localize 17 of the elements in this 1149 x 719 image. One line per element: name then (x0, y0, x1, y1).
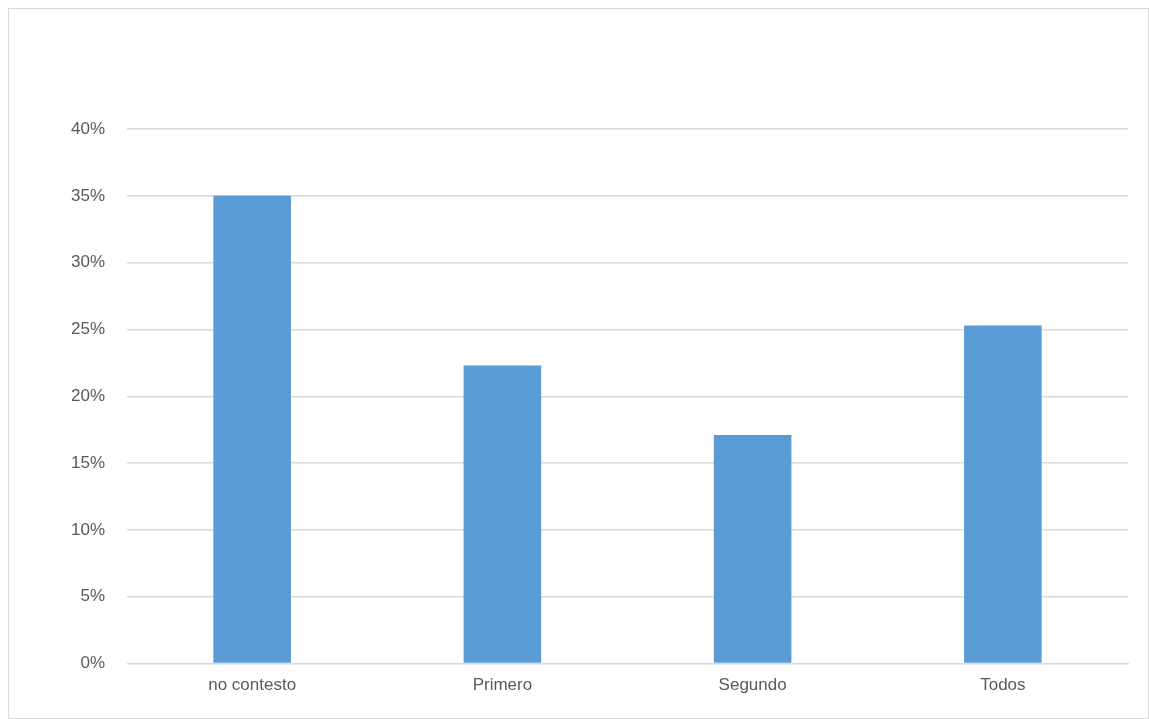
y-tick-label: 40% (70, 118, 106, 138)
x-tick-label: Primero (472, 675, 533, 695)
y-tick-label: 35% (70, 185, 106, 205)
y-tick-label: 10% (70, 519, 106, 539)
bar (713, 435, 792, 663)
y-tick-label: 5% (80, 586, 106, 606)
x-tick-label: Todos (980, 675, 1026, 695)
x-tick-label: no contesto (208, 675, 297, 695)
bar (213, 195, 291, 663)
y-tick-label: 0% (80, 653, 106, 673)
y-tick-label: 25% (70, 319, 106, 339)
bar (964, 325, 1042, 663)
y-tick-label: 20% (70, 385, 106, 405)
y-tick-label: 30% (70, 252, 106, 272)
bar (463, 365, 542, 663)
x-tick-label: Segundo (718, 675, 787, 695)
y-tick-label: 15% (70, 452, 106, 472)
